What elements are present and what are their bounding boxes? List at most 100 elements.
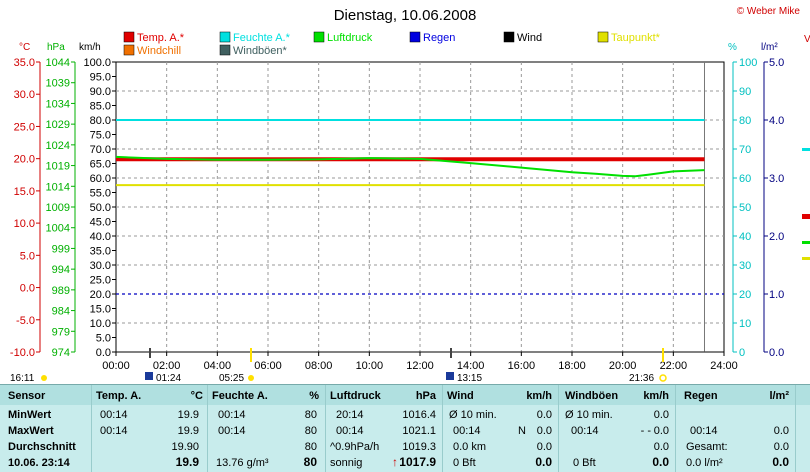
gust-max-dir: - - <box>640 425 651 437</box>
temp-avg: 19.90 <box>171 441 199 453</box>
stats-col-rain: Regen l/m² 00:14 0.0 Gesamt: 0.0 0.0 l/m… <box>676 385 796 472</box>
label-max: MaxWert <box>8 425 54 437</box>
moonrise-label: 01:24 <box>156 373 181 384</box>
press-trend: ^0.9hPa/h <box>330 441 380 453</box>
temp-tick-label-8: -5.0 <box>16 315 35 327</box>
legend-label-7: Windböen* <box>233 45 288 57</box>
wind-tick-label-17: 15.0 <box>90 304 111 316</box>
hum-tick-label-4: 60 <box>739 173 751 185</box>
stats-col-sensor: Sensor MinWert MaxWert Durchschnitt 10.0… <box>0 385 92 472</box>
temp-max-time: 00:14 <box>100 425 128 437</box>
rain-tick-label-5: 0.0 <box>769 347 784 359</box>
hum-tick-label-6: 40 <box>739 231 751 243</box>
legend-swatch-2 <box>313 31 325 43</box>
moon-icon-1 <box>145 372 153 380</box>
weather-chart: Dienstag, 10.06.2008 © Weber Mike V Temp. A… <box>10 6 810 384</box>
wind-tick-label-1: 95.0 <box>90 72 111 84</box>
gust-bft: 0 Bft <box>573 457 596 469</box>
temp-header: Temp. A. <box>96 390 142 402</box>
pressure-tick-label-9: 999 <box>52 243 70 255</box>
time-tick-label-1: 02:00 <box>153 360 181 372</box>
wind-tick-label-0: 100.0 <box>83 57 111 69</box>
sun-icon-left <box>41 375 47 381</box>
copyright-text: © Weber Mike <box>737 6 801 17</box>
rain-tick-label-3: 2.0 <box>769 231 784 243</box>
rain-max: 0.0 <box>773 425 789 437</box>
pressure-tick-label-10: 994 <box>52 264 70 276</box>
stats-col-press: Luftdruck hPa 20:14 1016.4 00:14 1021.1 … <box>326 385 443 472</box>
legend-swatch-7 <box>219 44 231 56</box>
legend-swatch-0 <box>123 31 135 43</box>
hum-max-time: 00:14 <box>218 425 246 437</box>
wind-header: Wind <box>447 390 474 402</box>
wind-tick-label-12: 40.0 <box>90 231 111 243</box>
rain-max-time: 00:14 <box>690 425 718 437</box>
rain-tick-label-1: 4.0 <box>769 115 784 127</box>
pressure-tick-label-14: 974 <box>52 347 70 359</box>
pressure-tick-label-1: 1039 <box>46 78 70 90</box>
wind-min: 0.0 <box>536 409 552 421</box>
wind-tick-label-16: 20.0 <box>90 289 111 301</box>
hum-tick-label-5: 50 <box>739 202 751 214</box>
hum-tick-label-7: 30 <box>739 260 751 272</box>
legend-swatch-4 <box>503 31 515 43</box>
temp-tick-label-3: 20.0 <box>14 154 35 166</box>
temp-tick-label-1: 30.0 <box>14 89 35 101</box>
press-forecast: sonnig <box>330 457 363 469</box>
wind-avg: 0.0 <box>536 441 552 453</box>
wind-max: 0.0 <box>536 425 552 437</box>
press-trend-arrow: ↑ <box>392 455 398 469</box>
temp-tick-label-7: 0.0 <box>20 283 35 295</box>
rain-tick-label-0: 5.0 <box>769 57 784 69</box>
cut-off-label: V <box>804 34 810 45</box>
rain-header: Regen <box>684 390 718 402</box>
hum-now: 80 <box>303 455 317 469</box>
right-swatch-hum <box>802 148 810 151</box>
wind-tick-label-8: 60.0 <box>90 173 111 185</box>
wind-max-dir: N <box>518 425 526 437</box>
pressure-tick-label-13: 979 <box>52 326 70 338</box>
press-min-time: 20:14 <box>336 409 364 421</box>
rain-unit: l/m² <box>769 390 789 402</box>
gust-max: 0.0 <box>653 425 669 437</box>
hum-unit: % <box>309 390 319 402</box>
temp-tick-label-9: -10.0 <box>10 347 35 359</box>
label-min: MinWert <box>8 409 52 421</box>
legend-label-4: Wind <box>517 32 542 44</box>
time-tick-label-8: 16:00 <box>508 360 536 372</box>
label-sensor: Sensor <box>8 390 46 402</box>
wind-unit-label: km/h <box>79 42 101 53</box>
pressure-tick-label-3: 1029 <box>46 119 70 131</box>
gust-unit: km/h <box>643 390 669 402</box>
rain-total: 0.0 <box>773 441 789 453</box>
gust-min: 0.0 <box>653 409 669 421</box>
time-tick-label-4: 08:00 <box>305 360 333 372</box>
rain-total-label: Gesamt: <box>686 441 728 453</box>
press-avg: 1019.3 <box>402 441 436 453</box>
stats-col-hum: Feuchte A. % 00:14 80 00:14 80 80 13.76 … <box>208 385 326 472</box>
time-tick-label-2: 04:00 <box>204 360 232 372</box>
time-tick-label-0: 00:00 <box>102 360 130 372</box>
rain-tick-label-4: 1.0 <box>769 289 784 301</box>
rain-tick-label-2: 3.0 <box>769 173 784 185</box>
pressure-tick-label-6: 1014 <box>46 181 70 193</box>
hum-unit-label: % <box>728 42 737 53</box>
gust-avg: 0.0 <box>653 441 669 453</box>
wind-tick-label-3: 85.0 <box>90 101 111 113</box>
sunset-label: 21:36 <box>629 373 654 384</box>
wind-tick-label-10: 50.0 <box>90 202 111 214</box>
wind-tick-label-9: 55.0 <box>90 188 111 200</box>
press-header: Luftdruck <box>330 390 381 402</box>
pressure-tick-label-2: 1034 <box>46 98 70 110</box>
hum-min: 80 <box>304 409 317 421</box>
press-unit: hPa <box>415 390 436 402</box>
pressure-unit-label: hPa <box>47 42 65 53</box>
legend-swatch-3 <box>409 31 421 43</box>
left-time-label: 16:11 <box>10 373 35 384</box>
hum-tick-label-0: 100 <box>739 57 757 69</box>
wind-tick-label-13: 35.0 <box>90 246 111 258</box>
legend-label-2: Luftdruck <box>327 32 373 44</box>
temp-unit: °C <box>190 390 203 402</box>
wind-dist: 0.0 km <box>453 441 487 453</box>
series-line-2 <box>115 155 705 178</box>
